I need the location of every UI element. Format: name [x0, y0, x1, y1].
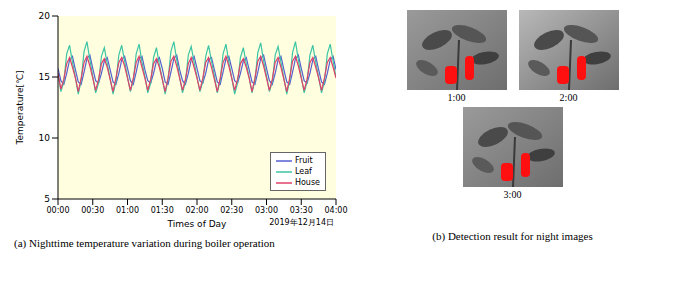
svg-text:04:00: 04:00 [324, 206, 347, 215]
html-text:2:00: 2:00 [559, 92, 578, 103]
svg-text:02:30: 02:30 [220, 206, 243, 215]
svg-text:20: 20 [39, 11, 51, 21]
svg-text:00:30: 00:30 [81, 206, 104, 215]
svg-text:01:00: 01:00 [116, 206, 139, 215]
svg-text:Temperature[℃]: Temperature[℃] [15, 70, 25, 145]
svg-text:00:00: 00:00 [46, 206, 69, 215]
html-text:3:00: 3:00 [503, 189, 522, 200]
svg-text:10: 10 [39, 133, 51, 143]
html-text:Fruit: Fruit [294, 156, 313, 165]
svg-text:03:30: 03:30 [290, 206, 313, 215]
html-text:1:00: 1:00 [447, 92, 466, 103]
svg-text:Times of Day: Times of Day [167, 219, 228, 229]
svg-text:15: 15 [39, 72, 50, 82]
html-text:Leaf: Leaf [294, 167, 312, 176]
html-text:(a) Nighttime temperature vari: (a) Nighttime temperature variation duri… [14, 237, 275, 249]
svg-text:01:30: 01:30 [151, 206, 174, 215]
html-text:House: House [294, 178, 320, 187]
html-text:(b) Detection result for night: (b) Detection result for night images [432, 230, 593, 242]
svg-text:03:00: 03:00 [255, 206, 278, 215]
html-text:2019年12月14日: 2019年12月14日 [269, 218, 334, 227]
svg-text:5: 5 [44, 194, 50, 204]
svg-text:02:00: 02:00 [185, 206, 208, 215]
